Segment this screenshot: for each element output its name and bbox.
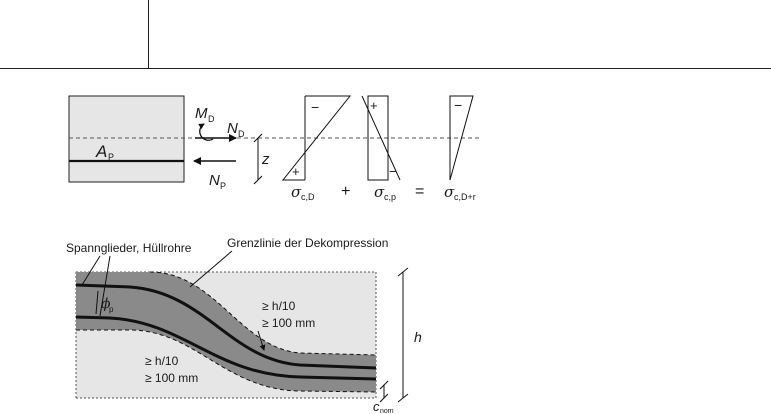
- stress-p-symbol: σ: [374, 183, 385, 201]
- stress-p-box: [367, 95, 389, 181]
- cross-section-diagram: A P M D N D N P z − + σ c,D + + − σ c,p: [68, 95, 480, 202]
- moment-arrow-icon: [198, 123, 214, 141]
- right-dim-line2: ≥ 100 mm: [262, 316, 315, 330]
- normal-force-sub: D: [238, 129, 245, 139]
- decompression-leader: [189, 250, 233, 288]
- duct-diameter-sub: p: [109, 305, 114, 314]
- height-label: h: [414, 329, 422, 345]
- prestress-force-label: N: [209, 172, 220, 189]
- plus-operator: +: [341, 183, 350, 200]
- stress-d-minus: −: [311, 99, 319, 115]
- equals-operator: =: [415, 183, 424, 200]
- cross-section-rect: [68, 95, 185, 183]
- tendons-leader-2: [99, 255, 111, 317]
- cover-sub: nom: [380, 408, 394, 414]
- section-area-label: A: [95, 142, 107, 161]
- right-dim-line1: ≥ h/10: [262, 299, 296, 313]
- stress-p-minus: −: [389, 163, 397, 179]
- moment-label: M: [195, 105, 208, 122]
- cover-label: c: [373, 399, 380, 414]
- decompression-boundary-lower: [76, 329, 377, 393]
- moment-sub: D: [208, 114, 215, 124]
- stress-sum-symbol: σ: [444, 183, 455, 201]
- decompression-label: Grenzlinie der Dekompression: [227, 236, 388, 250]
- tendon-upper: [75, 283, 377, 370]
- header-divider-horizontal: [0, 68, 771, 69]
- left-dim-line2: ≥ 100 mm: [145, 371, 198, 385]
- decompression-boundary-upper: [149, 271, 377, 356]
- beam-elevation-diagram: Spannglieder, Hüllrohre Grenzlinie der D…: [66, 236, 422, 414]
- stress-sum-triangle: [449, 95, 474, 181]
- stress-sum-sub: c,D+r: [454, 192, 476, 202]
- stress-p-plus: +: [370, 98, 378, 113]
- normal-force-label: N: [227, 120, 238, 137]
- stress-sum-minus: −: [454, 97, 462, 113]
- stress-p-sub: c,p: [384, 192, 396, 202]
- tendons-leader-1: [81, 255, 101, 286]
- duct-diameter-symbol: ϕ: [101, 296, 111, 312]
- stress-d-plus: +: [292, 164, 300, 179]
- tendons-label: Spannglieder, Hüllrohre: [66, 241, 192, 255]
- prestress-force-sub: P: [220, 181, 226, 191]
- left-dim-line1: ≥ h/10: [145, 354, 179, 368]
- lever-arm-label: z: [261, 151, 270, 168]
- tendon-lower: [75, 315, 377, 381]
- stress-d-symbol: σ: [291, 183, 302, 201]
- header-divider-vertical: [148, 0, 149, 68]
- section-area-sub: P: [108, 152, 114, 162]
- stress-d-sub: c,D: [301, 192, 315, 202]
